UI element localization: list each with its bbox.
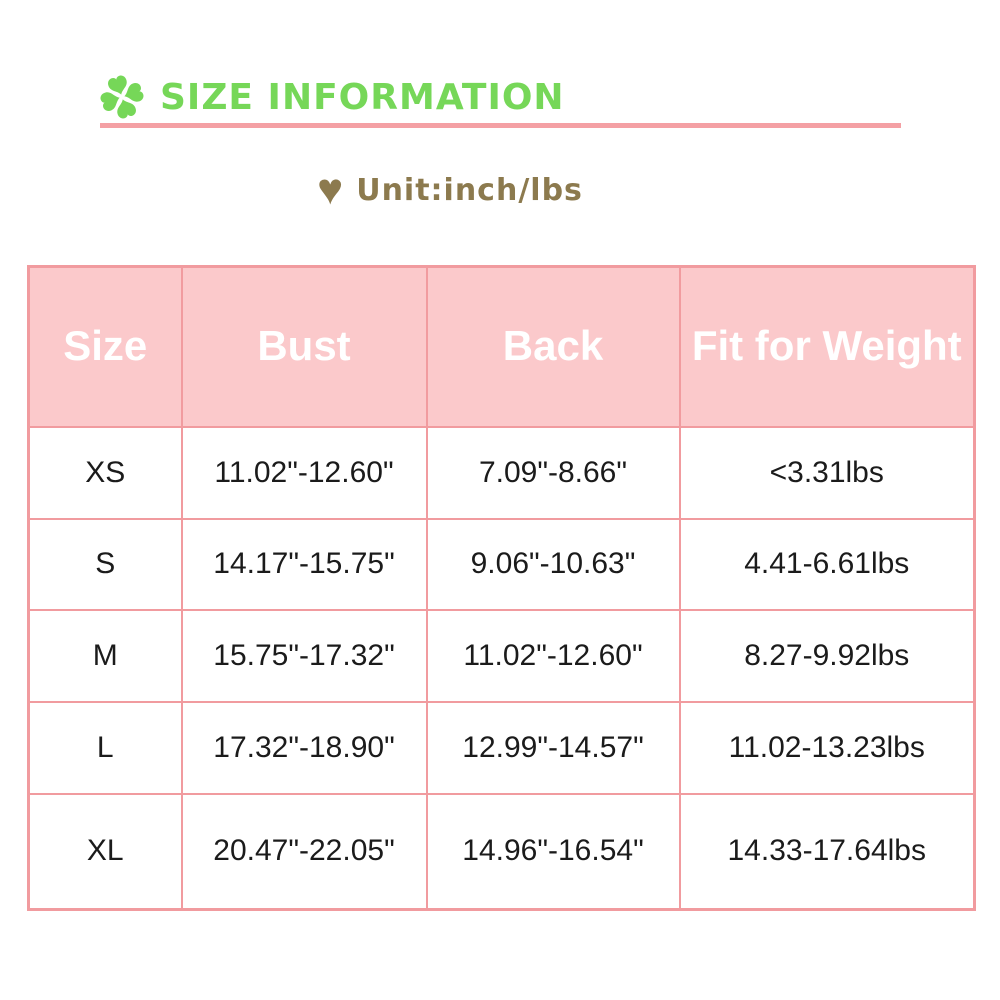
cell-weight: <3.31lbs xyxy=(678,425,976,520)
table-header-row: Size Bust Back Fit for Weight xyxy=(27,265,976,428)
cell-size: M xyxy=(27,608,183,703)
table-row: XL 20.47"-22.05" 14.96"-16.54" 14.33-17.… xyxy=(27,792,976,911)
clover-icon xyxy=(99,75,145,120)
size-table: Size Bust Back Fit for Weight XS 11.02"-… xyxy=(27,265,976,911)
cell-back: 12.99"-14.57" xyxy=(425,700,681,795)
cell-bust: 17.32"-18.90" xyxy=(180,700,428,795)
cell-bust: 14.17"-15.75" xyxy=(180,517,428,611)
cell-size: L xyxy=(27,700,183,795)
title-row: SIZE INFORMATION xyxy=(98,72,565,122)
cell-bust: 11.02"-12.60" xyxy=(180,425,428,520)
cell-size: S xyxy=(27,517,183,611)
page-title: SIZE INFORMATION xyxy=(160,76,565,118)
cell-weight: 14.33-17.64lbs xyxy=(678,792,976,911)
cell-size: XL xyxy=(27,792,183,911)
cell-back: 11.02"-12.60" xyxy=(425,608,681,703)
cell-size: XS xyxy=(27,425,183,520)
table-row: M 15.75"-17.32" 11.02"-12.60" 8.27-9.92l… xyxy=(27,608,976,703)
cell-back: 14.96"-16.54" xyxy=(425,792,681,911)
title-underline xyxy=(100,123,901,128)
cell-bust: 15.75"-17.32" xyxy=(180,608,428,703)
cell-bust: 20.47"-22.05" xyxy=(180,792,428,911)
cell-weight: 4.41-6.61lbs xyxy=(678,517,976,611)
header-bust: Bust xyxy=(180,265,428,428)
table-row: L 17.32"-18.90" 12.99"-14.57" 11.02-13.2… xyxy=(27,700,976,795)
unit-label: Unit:inch/lbs xyxy=(356,172,583,208)
table-row: XS 11.02"-12.60" 7.09"-8.66" <3.31lbs xyxy=(27,425,976,520)
cell-back: 7.09"-8.66" xyxy=(425,425,681,520)
header-weight: Fit for Weight xyxy=(678,265,976,428)
cell-back: 9.06"-10.63" xyxy=(425,517,681,611)
table-row: S 14.17"-15.75" 9.06"-10.63" 4.41-6.61lb… xyxy=(27,517,976,611)
cell-weight: 8.27-9.92lbs xyxy=(678,608,976,703)
heart-icon: ♥ xyxy=(317,165,344,214)
header-size: Size xyxy=(27,265,183,428)
cell-weight: 11.02-13.23lbs xyxy=(678,700,976,795)
unit-row: ♥ Unit:inch/lbs xyxy=(0,168,900,212)
header-back: Back xyxy=(425,265,681,428)
